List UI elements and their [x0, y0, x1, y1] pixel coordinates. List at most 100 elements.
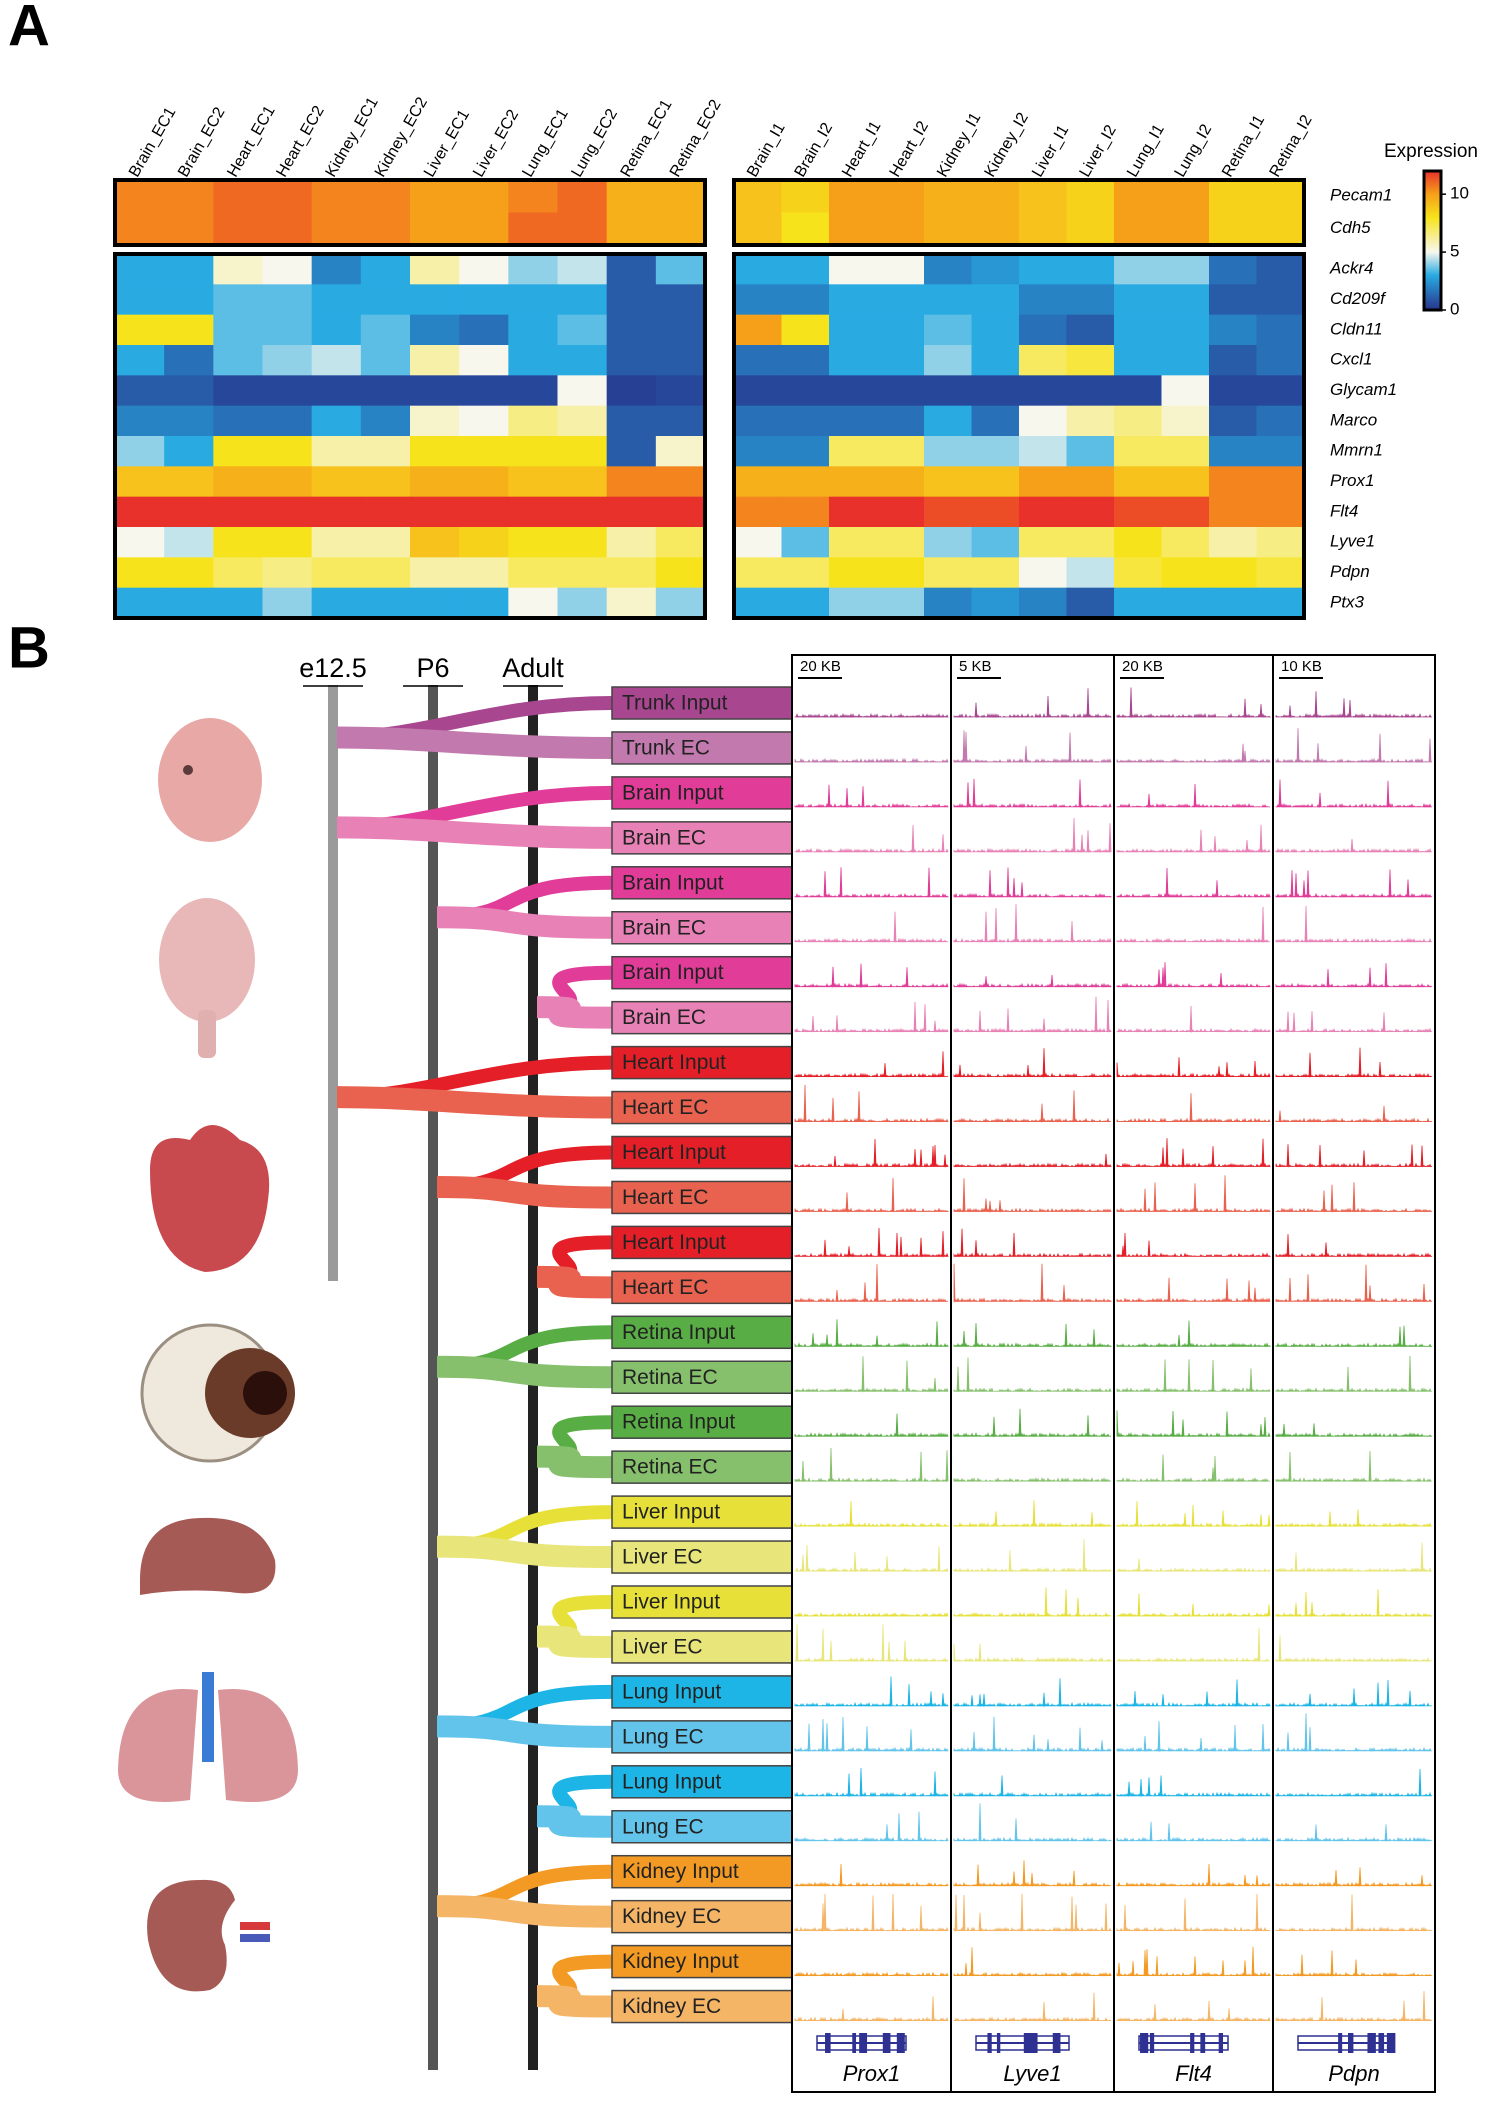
exon [1348, 2033, 1354, 2053]
heatmap-cell [1114, 180, 1162, 213]
heatmap-cell [164, 466, 214, 498]
heatmap-cell [829, 496, 877, 528]
sample-label: Retina Input [622, 1411, 735, 1434]
sample-box [611, 821, 793, 855]
heatmap-cell [829, 180, 877, 213]
coverage-track [953, 1477, 1112, 1483]
coverage-track [794, 1264, 949, 1303]
heatmap-cell [459, 254, 509, 285]
coverage-track [1116, 867, 1271, 898]
coverage-track [953, 1893, 1112, 1933]
exon [1378, 2033, 1385, 2053]
heatmap-cell [924, 375, 972, 407]
coverage-track [953, 1992, 1112, 2023]
heatmap-cell [262, 314, 313, 346]
flow-connector [536, 1265, 613, 1299]
coverage-track [1116, 1093, 1271, 1123]
heatmap-cell [1066, 345, 1115, 376]
heatmap-cell [164, 345, 214, 376]
heatmap-cell [164, 587, 214, 619]
exon [1200, 2033, 1206, 2053]
heatmap-cell [557, 284, 608, 316]
heatmap-cell [1256, 436, 1305, 467]
heatmap-cell [829, 587, 877, 619]
coverage-track [1275, 1234, 1432, 1258]
heatmap-cell [1209, 212, 1257, 246]
heatmap-cell [1209, 557, 1257, 589]
heatmap-cell [924, 527, 972, 558]
coverage-track [794, 1448, 949, 1483]
heatmap-cell [1209, 375, 1257, 407]
heatmap-cell [360, 180, 411, 213]
coverage-track [1275, 1679, 1432, 1708]
sample-label: Kidney Input [622, 1860, 739, 1883]
heatmap-cell [213, 496, 263, 528]
heatmap-cell [606, 180, 657, 213]
heatmap-cell [311, 466, 362, 498]
heatmap-cell [734, 180, 782, 213]
sample-box [611, 731, 793, 765]
gene-label: Lyve1 [1330, 532, 1375, 551]
flow-connector [536, 1625, 613, 1658]
coverage-track [1116, 1946, 1271, 1977]
sample-label: Heart EC [622, 1096, 708, 1119]
heatmap-cell [781, 527, 830, 558]
heatmap-cell [971, 345, 1020, 376]
coverage-track [794, 1319, 949, 1348]
heatmap-cell [1161, 212, 1210, 246]
coverage-track [1116, 1057, 1271, 1078]
sample-box [611, 1585, 793, 1619]
coverage-track [794, 911, 949, 943]
heatmap-cell [876, 284, 925, 316]
sample-label: Liver Input [622, 1501, 720, 1524]
heatmap-cell [1019, 405, 1067, 437]
heatmap-cell [164, 314, 214, 346]
heatmap-cell [508, 436, 558, 467]
heatmap-cell [1256, 284, 1305, 316]
heatmap-cell [606, 254, 657, 285]
coverage-track [794, 963, 949, 989]
coverage-track [953, 1323, 1113, 1348]
sample-box [611, 776, 793, 810]
heatmap-cell [213, 557, 263, 589]
sample-label: Trunk Input [622, 692, 728, 715]
coverage-track [1275, 1011, 1432, 1034]
heatmap-cell [262, 496, 313, 528]
coverage-track [953, 1803, 1113, 1843]
coverage-track [1275, 1144, 1432, 1168]
coverage-track [1275, 1182, 1432, 1213]
organ-icons [118, 718, 298, 1992]
heatmap-cell [781, 466, 830, 498]
heatmap-cell [876, 405, 925, 437]
heatmap-cell [971, 375, 1020, 407]
heatmap-cell [1066, 314, 1115, 346]
heatmap-cell [606, 527, 657, 558]
heatmap-cell [1066, 284, 1115, 316]
exon [1023, 2033, 1031, 2053]
heatmap-cell [410, 466, 460, 498]
embryo-icon [158, 718, 262, 842]
coverage-track [953, 996, 1112, 1034]
coverage-track [1116, 1277, 1271, 1303]
heatmap-cell [1256, 405, 1305, 437]
sample-label: Heart EC [622, 1276, 708, 1299]
exon [1141, 2033, 1149, 2053]
gene-label: Ptx3 [1330, 592, 1365, 611]
heatmap-cell [459, 436, 509, 467]
heatmap-cell [1161, 180, 1210, 213]
exon [852, 2033, 857, 2053]
heatmap-cell [606, 314, 657, 346]
heatmap-cell [781, 405, 830, 437]
heatmap-cell [262, 254, 313, 285]
coverage-track [1116, 1410, 1271, 1438]
coverage-track [1116, 1558, 1271, 1573]
heatmap-cell [1256, 527, 1305, 558]
heatmap-cell [655, 375, 706, 407]
gene-model-body [975, 2035, 1070, 2051]
exon [1052, 2033, 1061, 2053]
heatmap-border [732, 252, 1306, 620]
sample-box [611, 1135, 793, 1170]
heatmap-cell [1114, 587, 1162, 619]
heatmap-cell [115, 375, 165, 407]
column-label: Liver_I2 [1077, 122, 1120, 180]
